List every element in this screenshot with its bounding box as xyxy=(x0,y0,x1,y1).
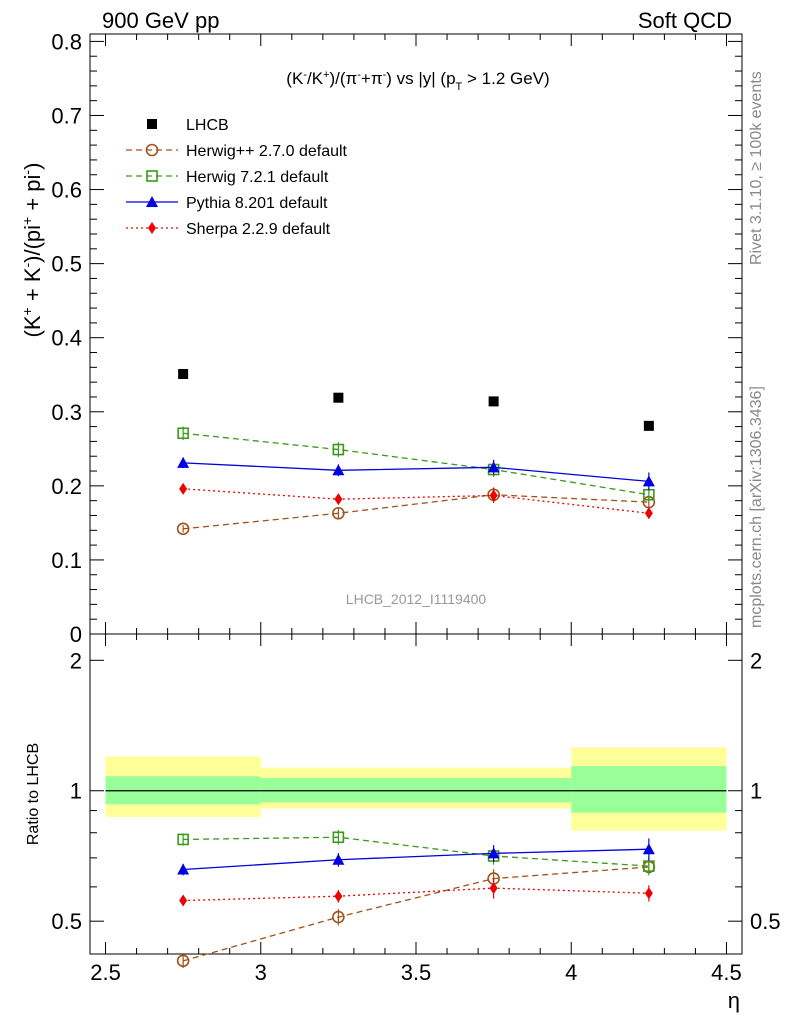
main-series-4-point xyxy=(179,482,188,495)
main-series-1-line xyxy=(183,494,649,530)
ratio-series-3-line xyxy=(183,887,649,902)
ratio-series-0-line xyxy=(182,866,649,962)
y-tick-label: 0.2 xyxy=(51,474,82,499)
ratio-series-2-point xyxy=(332,853,345,865)
ratio-series-3-point xyxy=(489,882,498,895)
ratio-y-tick-label: 2 xyxy=(70,648,82,673)
main-series-0-point xyxy=(488,396,499,407)
x-axis-label: η xyxy=(728,988,740,1013)
legend-marker xyxy=(147,119,157,129)
ratio-axis-label: Ratio to LHCB xyxy=(25,743,42,845)
x-tick-label: 4.5 xyxy=(711,960,742,985)
main-series-0-point xyxy=(643,420,654,431)
y-axis-label: (K+ + K-)/(pi+ + pi-) xyxy=(19,163,45,338)
ratio-y-tick-label: 1 xyxy=(70,779,82,804)
analysis-watermark: LHCB_2012_I1119400 xyxy=(346,591,487,607)
ratio-y-tick-label-right: 2 xyxy=(750,648,762,673)
ratio-series-2-line xyxy=(183,848,649,871)
y-tick-label: 0.3 xyxy=(51,400,82,425)
main-series-0-point xyxy=(178,369,189,379)
main-series-3-point xyxy=(177,456,190,468)
ratio-series-0-point xyxy=(332,910,345,924)
ratio-y-tick-label-right: 0.5 xyxy=(750,909,781,934)
ratio-y-tick-label-right: 1 xyxy=(750,779,762,804)
y-tick-label: 0.8 xyxy=(51,29,82,54)
ratio-series-1-point xyxy=(643,860,655,872)
ratio-series-3-point xyxy=(179,894,188,907)
ratio-series-2-point xyxy=(487,847,500,859)
ratio-y-tick-label: 0.5 xyxy=(51,909,82,934)
plot-title: (K-/K+)/(π-+π-) vs |y| (pT > 1.2 GeV) xyxy=(286,69,549,93)
main-series-2-point xyxy=(332,443,345,456)
y-tick-label: 0 xyxy=(70,622,82,647)
legend-label: Pythia 8.201 default xyxy=(186,195,328,212)
ratio-band-inner xyxy=(571,766,727,813)
main-series-0-point xyxy=(333,392,344,403)
legend-label: Herwig++ 2.7.0 default xyxy=(186,143,348,160)
main-series-3-point xyxy=(487,461,500,473)
legend-label: Herwig 7.2.1 default xyxy=(186,169,329,186)
ratio-series-3-point xyxy=(334,890,343,903)
main-series-3-point xyxy=(332,464,345,476)
ratio-series-2-point xyxy=(642,843,655,855)
y-tick-label: 0.7 xyxy=(51,103,82,128)
main-series-4-point xyxy=(334,493,343,506)
legend-marker xyxy=(145,143,159,157)
main-series-2-line xyxy=(183,432,649,496)
y-tick-label: 0.5 xyxy=(51,252,82,277)
y-tick-label: 0.6 xyxy=(51,178,82,203)
x-tick-label: 2.5 xyxy=(90,960,121,985)
ratio-series-1-line xyxy=(183,836,649,867)
header-right-label: Soft QCD xyxy=(637,8,732,33)
main-series-4-line xyxy=(183,488,649,514)
x-tick-label: 3 xyxy=(255,960,267,985)
ratio-series-2-point xyxy=(177,863,190,875)
legend-marker xyxy=(148,222,156,234)
legend-marker xyxy=(146,170,158,182)
legend-marker xyxy=(146,196,158,207)
main-series-2-point xyxy=(177,427,189,440)
x-tick-label: 4 xyxy=(565,960,577,985)
y-tick-label: 0.4 xyxy=(51,326,82,351)
ratio-series-1-point xyxy=(177,833,189,846)
header-left-label: 900 GeV pp xyxy=(102,8,220,33)
y-tick-label: 0.1 xyxy=(51,548,82,573)
ratio-series-3-point xyxy=(644,887,653,900)
main-series-1-point xyxy=(332,506,345,520)
x-tick-label: 3.5 xyxy=(401,960,432,985)
ratio-series-0-point xyxy=(176,954,190,968)
main-series-1-point xyxy=(176,522,190,536)
legend-label: Sherpa 2.2.9 default xyxy=(186,221,331,238)
legend-label: LHCB xyxy=(186,117,229,134)
main-series-3-line xyxy=(183,462,649,483)
ratio-series-1-point xyxy=(332,831,345,844)
main-series-4-point xyxy=(489,489,498,502)
main-series-3-point xyxy=(642,475,655,487)
main-series-4-point xyxy=(644,507,653,520)
